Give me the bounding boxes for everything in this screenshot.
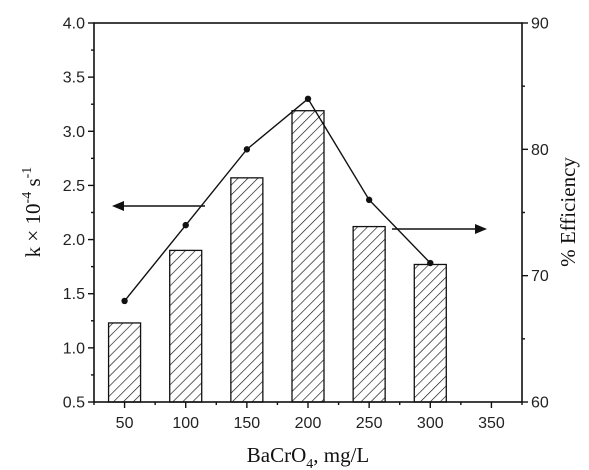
- bars: [107, 110, 447, 403]
- y-left-tick-label-3.5: 3.5: [63, 70, 85, 87]
- x-tick-label-350: 350: [478, 415, 505, 432]
- x-tick-label-300: 300: [417, 415, 444, 432]
- bar-100: [169, 249, 203, 403]
- bar-250: [352, 225, 386, 403]
- efficiency-point-200: [304, 95, 312, 103]
- y-left-tick-label-2.5: 2.5: [63, 178, 85, 195]
- bar-50: [107, 322, 142, 403]
- x-tick-label-200: 200: [295, 415, 322, 432]
- x-tick-label-250: 250: [356, 415, 383, 432]
- x-tick-label-50: 50: [116, 415, 134, 432]
- x-tick-label-150: 150: [234, 415, 261, 432]
- axis-arrows: [112, 201, 487, 234]
- y-right-tick-label-70: 70: [531, 268, 549, 285]
- right-y-axis-ticks: 60 70 80 90: [522, 16, 549, 412]
- y-left-tick-label-3.0: 3.0: [63, 124, 85, 141]
- y-left-tick-label-2.0: 2.0: [63, 232, 85, 249]
- efficiency-point-300: [427, 259, 434, 267]
- efficiency-point-250: [365, 196, 373, 204]
- y-right-tick-label-80: 80: [531, 142, 549, 159]
- left-y-axis-ticks: 0.5 1.0 1.5 2.0 2.5 3.0 3.5 4.0: [63, 16, 94, 412]
- y-left-tick-label-1.5: 1.5: [63, 286, 85, 303]
- efficiency-point-150: [243, 146, 251, 153]
- right-y-axis-title: % Efficiency: [556, 157, 580, 267]
- right-arrow-head: [475, 224, 487, 234]
- x-axis-ticks: 50 100 150 200 250 300 350: [93, 402, 523, 432]
- bar-150: [230, 177, 264, 403]
- bar-300: [413, 263, 447, 403]
- efficiency-series: [121, 95, 434, 305]
- left-y-axis-title: k × 10-4 s-1: [20, 167, 45, 258]
- y-left-tick-label-0.5: 0.5: [63, 395, 85, 412]
- efficiency-point-100: [182, 221, 189, 229]
- x-axis-title: BaCrO4, mg/L: [247, 443, 370, 470]
- x-tick-label-100: 100: [172, 415, 199, 432]
- efficiency-point-50: [121, 297, 128, 305]
- y-right-tick-label-90: 90: [531, 16, 549, 33]
- efficiency-line: [124, 97, 431, 302]
- y-left-tick-label-1.0: 1.0: [63, 340, 85, 357]
- y-left-tick-label-4.0: 4.0: [63, 16, 85, 33]
- y-right-tick-label-60: 60: [531, 395, 549, 412]
- bar-200: [291, 110, 325, 403]
- left-arrow-head: [112, 201, 124, 211]
